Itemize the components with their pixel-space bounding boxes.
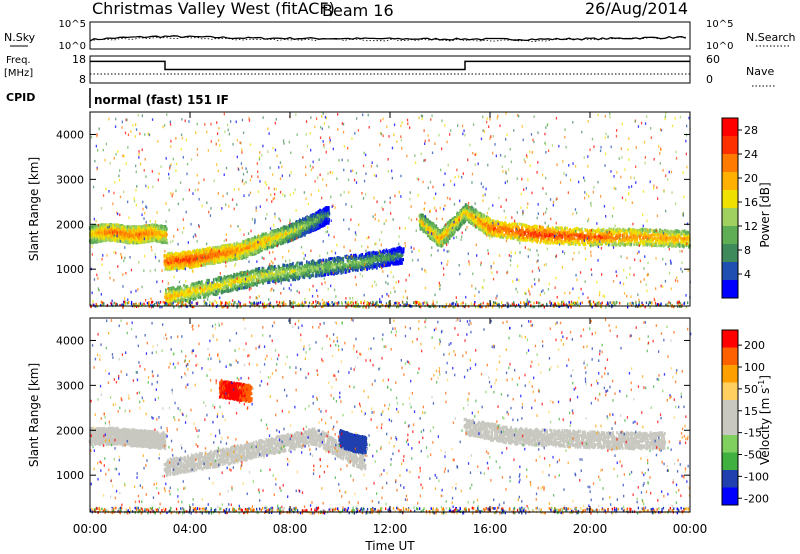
beam-title: Beam 16 (322, 1, 394, 20)
cpid-mode: normal (fast) 151 IF (94, 93, 229, 107)
scatter-cell (175, 253, 177, 256)
scatter-cell (296, 222, 298, 225)
scatter-cell (245, 252, 247, 255)
noise-series (90, 36, 686, 42)
cpid-label: CPID (6, 91, 35, 104)
scatter-cell (206, 262, 208, 265)
noise-left-tick-bottom: 10^0 (59, 41, 86, 52)
freq-left-tick-top: 18 (72, 53, 86, 66)
scatter-cell (229, 244, 231, 247)
frequency-line (90, 61, 690, 69)
scatter-cell (281, 230, 283, 233)
noise-right-label: N.Search (746, 31, 796, 44)
scatter-cell (311, 215, 313, 218)
scatter-cell (202, 259, 204, 262)
scatter-cell (310, 219, 312, 222)
freq-right-tick-bottom: 0 (706, 73, 713, 86)
scatter-cell (248, 238, 250, 241)
scatter-cell (226, 252, 228, 255)
scatter-cell (220, 260, 222, 263)
scatter-cell (164, 254, 166, 257)
nave-label: Nave (746, 65, 774, 78)
freq-left-tick-bottom: 8 (79, 73, 86, 86)
scatter-cell (285, 232, 287, 235)
scatter-cell (289, 229, 291, 232)
date-title: 26/Aug/2014 (585, 0, 688, 18)
noise-left-label: N.Sky (4, 31, 36, 44)
noise-panel-frame (90, 22, 690, 49)
scatter-cell (309, 229, 311, 232)
station-title: Christmas Valley West (fitACF) (92, 0, 335, 18)
scatter-cell (192, 264, 194, 267)
scatter-cell (199, 264, 201, 267)
scatter-cell (137, 240, 139, 243)
scatter-cell (98, 236, 100, 239)
scatter-cell (234, 257, 236, 260)
scatter-cell (141, 226, 143, 229)
scatter-cell (185, 251, 187, 254)
scatter-cell (256, 250, 258, 253)
scatter-cell (187, 264, 189, 267)
scatter-cell (267, 234, 269, 237)
scatter-cell (210, 262, 212, 265)
scatter-cell (215, 248, 217, 251)
scatter-cell (166, 227, 168, 230)
freq-left-label-1: Freq. (6, 55, 31, 66)
scatter-cell (283, 231, 285, 234)
scatter-cell (251, 240, 253, 243)
power-scatter (89, 112, 691, 308)
scatter-cell (271, 234, 273, 237)
scatter-cell (263, 233, 265, 236)
scatter-cell (209, 255, 211, 258)
scatter-cell (289, 238, 291, 241)
scatter-cell (262, 244, 264, 247)
scatter-cell (167, 267, 169, 270)
scatter-cell (306, 231, 308, 234)
scatter-cell (165, 234, 167, 237)
freq-left-label-2: [MHz] (4, 68, 33, 79)
scatter-cell (254, 236, 256, 239)
scatter-cell (165, 239, 167, 242)
noise-left-tick-top: 10^5 (59, 19, 86, 30)
scatter-cell (224, 258, 226, 261)
scatter-cell (271, 231, 273, 234)
noise-right-tick-bottom: 10^0 (706, 41, 733, 52)
scatter-cell (267, 246, 269, 249)
scatter-cell (134, 227, 136, 230)
scatter-cell (231, 244, 233, 247)
scatter-cell (259, 237, 261, 240)
scatter-cell (211, 253, 213, 256)
scatter-cell (273, 233, 275, 236)
noise-right-tick-top: 10^5 (706, 19, 733, 30)
scatter-cell (270, 241, 272, 244)
scatter-cell (176, 259, 178, 262)
scatter-cell (267, 237, 269, 240)
scatter-cell (305, 217, 307, 220)
scatter-cell (233, 243, 235, 246)
freq-right-tick-top: 60 (706, 53, 720, 66)
scatter-cell (275, 229, 277, 232)
scatter-cell (183, 258, 185, 261)
scatter-cell (278, 228, 280, 231)
scatter-cell (299, 230, 301, 233)
scatter-cell (251, 248, 253, 251)
freq-series (90, 61, 690, 74)
scatter-cell (208, 258, 210, 261)
